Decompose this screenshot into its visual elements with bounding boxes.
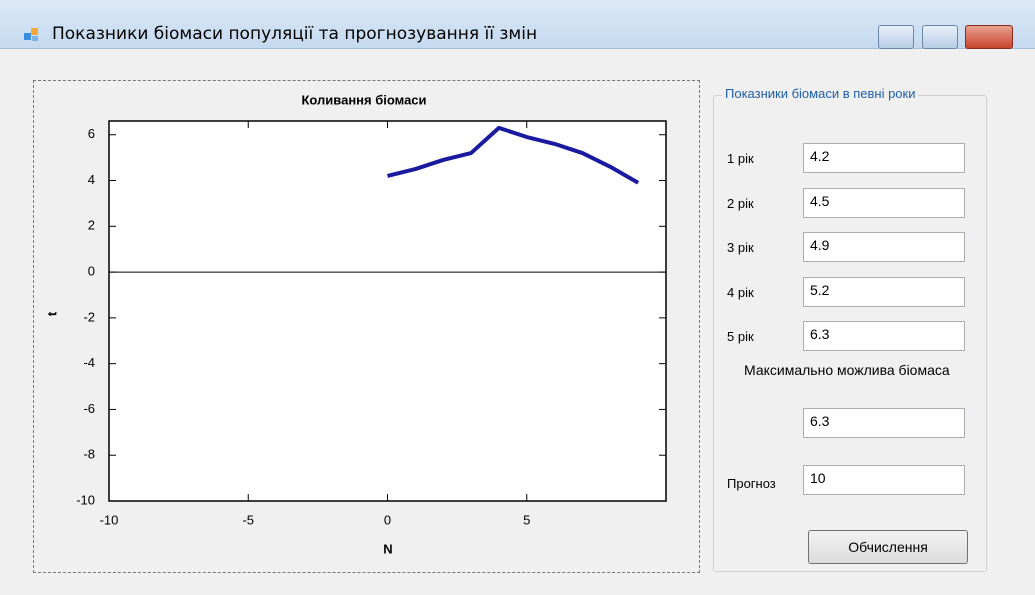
y-tick-label: 0 <box>88 264 95 279</box>
chart-title: Коливання біомаси <box>301 92 426 107</box>
y-tick-label: 4 <box>88 172 95 187</box>
y-tick-label: -4 <box>83 355 95 370</box>
x-axis-label: N <box>383 541 392 556</box>
app-icon <box>24 27 40 43</box>
max-label: Максимально можлива біомаса <box>744 362 950 378</box>
year-textbox[interactable]: 4.2 <box>803 143 965 173</box>
chart-panel: Коливання біомаси N t -10 -8 -6 -4 -2 0 2 4 6 -10… <box>33 80 700 573</box>
year-textbox[interactable]: 5.2 <box>803 277 965 307</box>
y-tick-label: -6 <box>83 401 95 416</box>
close-button[interactable] <box>965 25 1013 49</box>
y-tick-label: -2 <box>83 309 95 324</box>
group-title: Показники біомаси в певні роки <box>722 86 918 101</box>
window: Показники біомаси популяції та прогнозув… <box>0 0 1035 595</box>
y-axis-label: t <box>44 311 59 316</box>
maximize-button[interactable] <box>922 25 958 49</box>
plot-area <box>109 121 666 501</box>
year-label: 1 рік <box>727 151 754 166</box>
year-textbox[interactable]: 4.5 <box>803 188 965 218</box>
y-tick-label: -8 <box>83 447 95 462</box>
x-tick-label: 0 <box>384 512 391 527</box>
forecast-label: Прогноз <box>727 476 776 491</box>
y-tick-label: 2 <box>88 218 95 233</box>
year-textbox[interactable]: 6.3 <box>803 321 965 351</box>
window-title: Показники біомаси популяції та прогнозув… <box>52 24 537 44</box>
y-tick-label: -10 <box>76 492 95 507</box>
y-tick-label: 6 <box>88 126 95 141</box>
year-label: 3 рік <box>727 240 754 255</box>
max-textbox[interactable]: 6.3 <box>803 408 965 438</box>
year-label: 5 рік <box>727 329 754 344</box>
x-tick-label: -5 <box>242 512 254 527</box>
x-tick-label: 5 <box>523 512 530 527</box>
minimize-button[interactable] <box>878 25 914 49</box>
year-label: 4 рік <box>727 285 754 300</box>
year-textbox[interactable]: 4.9 <box>803 232 965 262</box>
year-label: 2 рік <box>727 196 754 211</box>
calculate-button[interactable]: Обчислення <box>808 530 968 564</box>
chart: Коливання біомаси N t -10 -8 -6 -4 -2 0 2 4 6 -10… <box>34 81 699 572</box>
x-tick-label: -10 <box>100 512 119 527</box>
forecast-textbox[interactable]: 10 <box>803 465 965 495</box>
title-bar: Показники біомаси популяції та прогнозув… <box>0 0 1035 49</box>
